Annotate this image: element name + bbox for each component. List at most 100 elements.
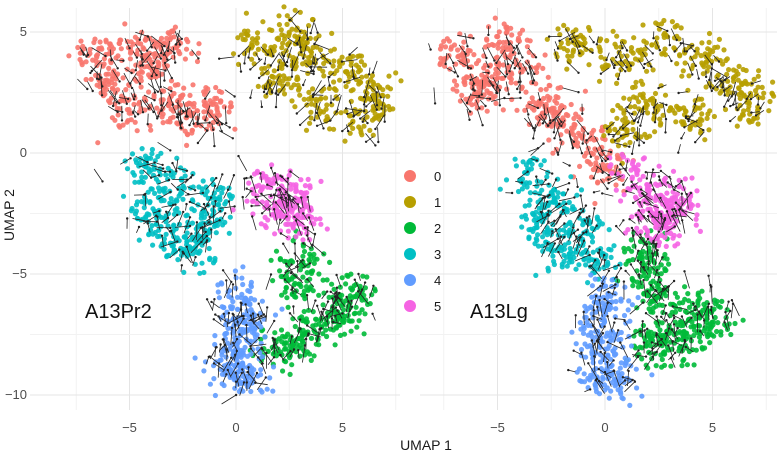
velocity-arrow-head (452, 61, 455, 65)
velocity-arrow-head (247, 366, 250, 369)
cluster-0-point (546, 82, 552, 88)
cluster-3-point (544, 232, 550, 238)
velocity-arrow (197, 131, 207, 144)
cluster-1-point (561, 46, 567, 52)
velocity-arrow-head (312, 72, 315, 76)
velocity-arrow-head (293, 215, 296, 218)
cluster-5-point (285, 216, 291, 222)
velocity-arrow-head (230, 356, 233, 359)
cluster-5-point (693, 222, 699, 228)
velocity-arrow-head (251, 215, 254, 218)
cluster-2-point (308, 253, 314, 259)
cluster-1-point (276, 77, 282, 83)
cluster-0-point (489, 41, 495, 48)
velocity-arrow-head (141, 64, 144, 67)
velocity-arrow-head (243, 177, 246, 180)
cluster-1-point (596, 44, 602, 50)
velocity-arrow-head (485, 56, 488, 60)
velocity-arrow-head (169, 149, 172, 152)
cluster-0-point (196, 41, 202, 47)
velocity-arrow (213, 132, 215, 147)
cluster-0-point (599, 128, 606, 134)
cluster-2-point (290, 341, 296, 347)
velocity-arrow-head (257, 76, 261, 80)
cluster-3-point (567, 254, 573, 260)
cluster-0-point (221, 104, 227, 110)
cluster-3-point (200, 178, 206, 184)
cluster-0-point (448, 46, 454, 52)
cluster-1-point (283, 76, 289, 82)
cluster-3-point (209, 176, 216, 183)
cluster-2-point (297, 353, 303, 359)
velocity-arrow-head (298, 318, 302, 321)
velocity-arrow-head (273, 319, 276, 323)
cluster-1-point (276, 13, 282, 19)
cluster-5-point (276, 199, 282, 205)
velocity-arrow-head (301, 212, 305, 215)
cluster-3-point (566, 259, 572, 265)
velocity-arrow-head (176, 213, 179, 217)
cluster-5-point (637, 177, 643, 183)
cluster-2-point (277, 268, 283, 274)
cluster-2-point (353, 304, 359, 310)
velocity-arrow-head (299, 30, 302, 33)
cluster-1-point (614, 115, 620, 121)
velocity-arrow-head (306, 195, 309, 199)
cluster-1-point (643, 105, 649, 111)
velocity-arrow-head (365, 105, 368, 108)
velocity-arrow-head (306, 38, 309, 41)
cluster-2-point (697, 339, 703, 345)
cluster-3-point (165, 165, 171, 171)
cluster-1-point (630, 126, 636, 133)
cluster-2-point (659, 356, 665, 363)
cluster-0-point (130, 41, 136, 47)
cluster-4-point (610, 329, 616, 335)
cluster-0-point (154, 105, 160, 111)
cluster-1-point (370, 132, 376, 138)
velocity-arrow-head (168, 170, 172, 173)
velocity-arrow-head (215, 176, 218, 180)
cluster-2-point (695, 322, 701, 329)
velocity-arrow-head (366, 121, 369, 125)
cluster-2-point (630, 283, 636, 289)
velocity-arrow-head (244, 303, 247, 306)
cluster-1-point (627, 96, 633, 102)
velocity-arrow-head (232, 341, 235, 345)
cluster-0-point (98, 80, 104, 86)
cluster-2-point (359, 297, 365, 303)
cluster-4-point (212, 392, 218, 399)
velocity-arrow-head (481, 124, 484, 127)
cluster-2-point (313, 316, 319, 322)
cluster-3-point (191, 207, 197, 214)
velocity-arrow-head (90, 69, 94, 73)
velocity-arrow-head (260, 212, 264, 215)
cluster-1-point (596, 78, 603, 84)
cluster-1-point (630, 84, 636, 91)
cluster-1-point (697, 116, 704, 122)
velocity-arrow-head (363, 281, 367, 284)
cluster-0-point (172, 82, 178, 88)
velocity-arrow-head (313, 42, 316, 45)
cluster-0-point (187, 92, 193, 98)
cluster-1-point (714, 74, 720, 80)
velocity-arrow-head (380, 107, 383, 110)
cluster-1-point (240, 36, 246, 43)
cluster-2-point (312, 329, 318, 335)
cluster-1-point (570, 47, 577, 53)
cluster-1-point (308, 109, 314, 115)
cluster-1-point (604, 38, 610, 44)
velocity-arrow-head (214, 200, 217, 203)
velocity-arrow-head (169, 226, 172, 230)
cluster-1-point (357, 79, 363, 86)
cluster-1-point (736, 63, 742, 69)
velocity-arrow-head (224, 212, 227, 215)
cluster-1-point (316, 33, 322, 39)
cluster-1-point (704, 68, 710, 74)
velocity-arrow (349, 46, 358, 55)
velocity-arrow-head (245, 176, 248, 180)
velocity-arrow-head (469, 67, 473, 70)
cluster-4-point (585, 332, 591, 338)
velocity-arrow-head (194, 255, 197, 259)
cluster-2-point (346, 317, 352, 324)
cluster-1-point (649, 42, 655, 48)
